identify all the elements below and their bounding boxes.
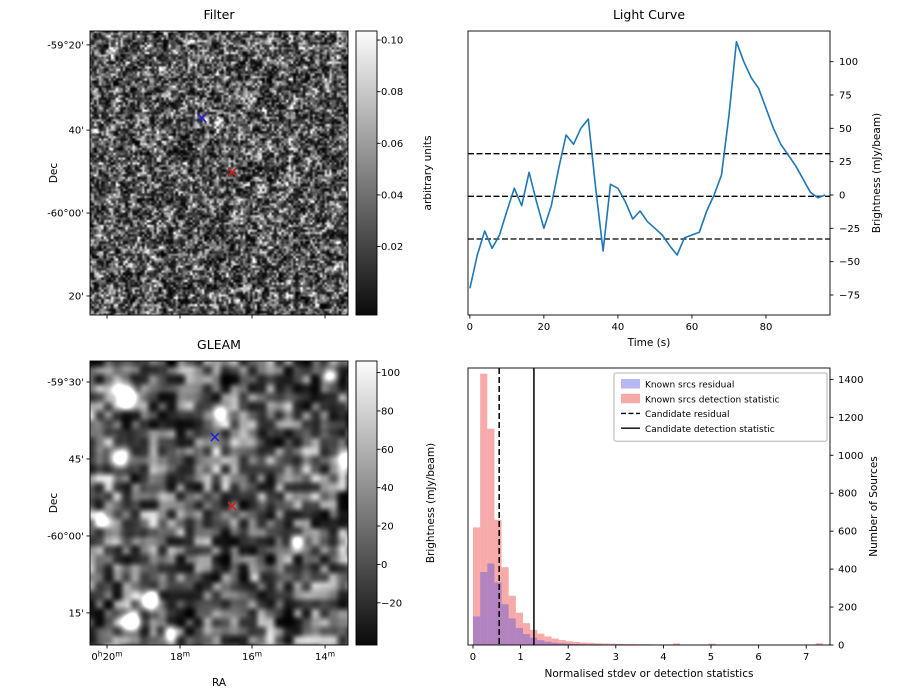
svg-text:40': 40' (69, 126, 84, 137)
svg-text:Dec: Dec (48, 163, 60, 184)
svg-text:0.08: 0.08 (381, 87, 403, 98)
svg-text:5: 5 (708, 652, 714, 663)
filter-image (90, 31, 348, 315)
svg-text:50: 50 (839, 124, 852, 135)
svg-text:0.02: 0.02 (381, 242, 403, 253)
svg-text:20': 20' (69, 291, 84, 302)
svg-text:-59°30': -59°30' (47, 378, 84, 389)
svg-text:0: 0 (381, 560, 387, 571)
svg-text:Time (s): Time (s) (627, 337, 671, 349)
svg-text:0.06: 0.06 (381, 139, 403, 150)
svg-text:100: 100 (381, 368, 400, 379)
svg-text:4: 4 (660, 652, 666, 663)
filter-title: Filter (203, 7, 235, 22)
svg-text:75: 75 (839, 91, 852, 102)
svg-text:3: 3 (613, 652, 619, 663)
svg-text:Known srcs detection statistic: Known srcs detection statistic (645, 395, 780, 405)
svg-text:7: 7 (803, 652, 809, 663)
light-curve-title: Light Curve (612, 7, 686, 22)
svg-text:400: 400 (838, 565, 857, 576)
svg-text:600: 600 (838, 527, 857, 538)
svg-text:80: 80 (760, 322, 773, 333)
svg-text:arbitrary units: arbitrary units (422, 136, 434, 211)
svg-text:Dec: Dec (48, 493, 60, 514)
svg-text:1400: 1400 (838, 375, 863, 386)
light-curve-axes: 0 20 40 60 80 −75 −50 −25 0 25 50 75 100 Time (s) Brig… (467, 30, 883, 349)
svg-text:−50: −50 (839, 257, 860, 268)
svg-text:25: 25 (839, 157, 852, 168)
svg-text:0.04: 0.04 (381, 190, 403, 201)
svg-text:2: 2 (565, 652, 571, 663)
svg-text:Candidate detection statistic: Candidate detection statistic (645, 425, 775, 435)
svg-text:20: 20 (538, 322, 551, 333)
svg-text:Normalised stdev or detection: Normalised stdev or detection statistics (545, 668, 754, 680)
svg-text:Candidate residual: Candidate residual (645, 410, 730, 420)
svg-text:−75: −75 (839, 291, 860, 302)
gleam-image (90, 361, 348, 645)
svg-text:20: 20 (381, 522, 394, 533)
svg-text:0.10: 0.10 (381, 36, 403, 47)
svg-text:0: 0 (839, 191, 845, 202)
filter-red-x-marker (227, 167, 237, 177)
gleam-red-x-marker (227, 501, 237, 511)
svg-text:14m: 14m (315, 650, 335, 664)
filter-colorbar: 0.02 0.04 0.06 0.08 0.10 arbitrary units (355, 30, 434, 316)
svg-text:−20: −20 (381, 598, 402, 609)
svg-text:80: 80 (381, 406, 394, 417)
svg-text:-59°20': -59°20' (47, 40, 84, 51)
gleam-axes: -59°30' 45' -60°00' 15' 0h20m 18m 16m 14m Dec RA −… (47, 360, 437, 689)
svg-text:800: 800 (838, 489, 857, 500)
svg-text:60: 60 (381, 445, 394, 456)
svg-text:-60°00': -60°00' (47, 531, 84, 542)
svg-text:45': 45' (69, 454, 84, 465)
svg-text:1000: 1000 (838, 451, 863, 462)
svg-text:RA: RA (212, 677, 227, 689)
svg-text:−25: −25 (839, 224, 860, 235)
svg-text:18m: 18m (170, 650, 190, 664)
svg-text:200: 200 (838, 603, 857, 614)
svg-text:1: 1 (517, 652, 523, 663)
svg-text:6: 6 (755, 652, 761, 663)
svg-text:100: 100 (839, 57, 858, 68)
svg-text:1200: 1200 (838, 413, 863, 424)
svg-text:0: 0 (838, 641, 844, 652)
gleam-title: GLEAM (197, 337, 241, 352)
filter-blue-x-marker (197, 113, 207, 123)
gleam-blue-x-marker (210, 432, 220, 442)
svg-text:Brightness (mJy/beam): Brightness (mJy/beam) (871, 113, 883, 233)
light-curve-line (469, 40, 826, 289)
histogram-legend: Known srcs residual Known srcs detection … (613, 372, 828, 442)
svg-text:0: 0 (467, 322, 473, 333)
svg-text:Number of Sources: Number of Sources (868, 456, 880, 557)
svg-text:-60°00': -60°00' (47, 209, 84, 220)
svg-text:60: 60 (686, 322, 699, 333)
svg-text:Brightness (mJy/beam): Brightness (mJy/beam) (425, 443, 437, 563)
svg-text:0h20m: 0h20m (91, 650, 122, 664)
filter-axes: -59°20'40'-60°00'20'Dec0.020.040.060.080… (47, 30, 434, 319)
svg-text:40: 40 (612, 322, 625, 333)
gleam-colorbar: −20 0 20 40 60 80 100 Brightness (mJy/beam) (355, 360, 437, 646)
histogram-axes: 0 1 2 3 4 5 6 7 0 200 400 600 800 1000 1200 1400 Normali… (467, 367, 880, 680)
svg-text:0: 0 (470, 652, 476, 663)
svg-text:16m: 16m (242, 650, 262, 664)
svg-text:15': 15' (69, 608, 84, 619)
svg-text:Known srcs residual: Known srcs residual (645, 381, 734, 391)
svg-text:40: 40 (381, 483, 394, 494)
